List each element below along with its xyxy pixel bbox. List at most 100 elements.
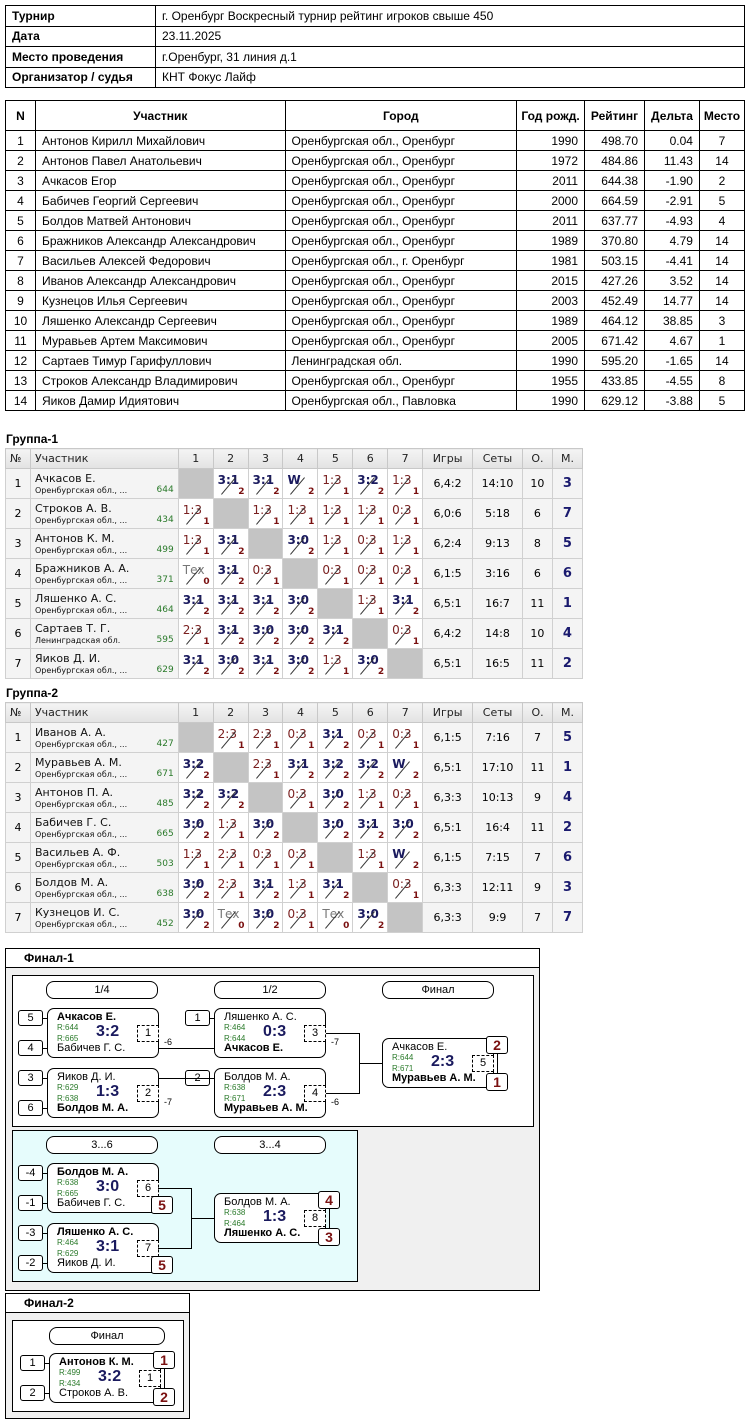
- table-cell: Антонов Павел Анатольевич: [34, 150, 286, 171]
- place-badge: 1: [486, 1073, 508, 1091]
- result-score: 1:3: [322, 533, 342, 547]
- result-cell: 3:0 2: [317, 812, 354, 843]
- result-score: 3:1: [322, 877, 344, 891]
- result-cell: 1:3 1: [317, 498, 354, 529]
- result-points: 1: [308, 861, 315, 871]
- result-points: 1: [343, 667, 350, 677]
- column-header: 7: [387, 448, 424, 469]
- match-top-player: Болдов М. А.: [224, 1071, 291, 1083]
- result-score: 1:3: [392, 473, 412, 487]
- result-points: 1: [238, 831, 245, 841]
- result-points: 1: [203, 861, 210, 871]
- match-top-player: Болдов М. А.: [57, 1166, 129, 1178]
- result-cell: 3:2 2: [352, 752, 389, 783]
- result-cell: 2:3 1: [212, 842, 249, 873]
- player-region: Оренбургская обл., ...: [34, 576, 128, 585]
- player-rating: 638: [156, 889, 174, 899]
- match-top-player: Яиков Д. И.: [57, 1071, 116, 1083]
- match-top-player: Ляшенко А. С.: [224, 1011, 297, 1023]
- table-cell: 452.49: [584, 290, 645, 311]
- bottom-rating: R:671: [224, 1094, 246, 1103]
- table-cell: 427.26: [584, 270, 645, 291]
- games: 6,5:1: [422, 588, 474, 619]
- group-row: 3 Антонов К. М. Оренбургская обл., ... 499 1…: [5, 528, 584, 559]
- result-score: 3:0: [252, 907, 275, 921]
- loser-label: -7: [164, 1097, 173, 1107]
- sets: 9:13: [472, 528, 523, 559]
- result-points: 1: [308, 741, 315, 751]
- table-row: 2 Антонов Павел Анатольевич Оренбургская о…: [5, 150, 746, 171]
- points: 10: [521, 468, 553, 499]
- column-header: 6: [352, 448, 389, 469]
- result-points: 0: [238, 921, 245, 931]
- result-score: Тех: [182, 563, 205, 577]
- result-points: 1: [273, 577, 280, 587]
- result-cell: Тех 0: [317, 902, 354, 933]
- table-cell: 3: [5, 170, 36, 191]
- match-score: 2:3: [431, 1053, 455, 1070]
- result-score: 3:1: [322, 623, 344, 637]
- table-cell: 14.77: [644, 290, 700, 311]
- result-points: 2: [343, 891, 350, 901]
- group-row: 7 Кузнецов И. С. Оренбургская обл., ... 452…: [5, 902, 583, 933]
- connector-line: [191, 1218, 214, 1219]
- self-cell: [247, 782, 284, 813]
- result-points: 1: [308, 801, 315, 811]
- result-points: 1: [273, 771, 280, 781]
- table-cell: 2011: [516, 210, 586, 231]
- table-cell: 8: [5, 270, 36, 291]
- info-row: Дата 23.11.2025: [5, 25, 745, 47]
- group-header-row: № Участник 1 2 3 4 5 6 7 Игры Сеты О. М.: [5, 702, 583, 723]
- table-cell: 2003: [516, 290, 586, 311]
- bottom-rating: R:629: [57, 1249, 79, 1258]
- result-cell: 3:1 2: [212, 618, 249, 649]
- result-score: 0:3: [287, 787, 307, 801]
- self-cell: [352, 618, 389, 649]
- table-cell: 1989: [516, 230, 586, 251]
- result-points: 2: [343, 831, 350, 841]
- column-header: М.: [551, 448, 584, 469]
- place-badge: 2: [153, 1388, 175, 1406]
- row-number: 4: [5, 812, 31, 843]
- result-score: Тех: [217, 907, 240, 921]
- group-row: 3 Антонов П. А. Оренбургская обл., ... 485 3…: [5, 782, 583, 813]
- result-points: 2: [238, 607, 245, 617]
- player-cell: Сартаев Т. Г. Ленинградская обл. 595: [29, 618, 179, 649]
- result-score: 3:1: [217, 563, 240, 577]
- result-cell: 3:1 2: [247, 648, 284, 679]
- result-points: 2: [273, 607, 280, 617]
- result-score: 3:0: [287, 533, 309, 547]
- points: 7: [522, 902, 553, 933]
- result-cell: 1:3 1: [317, 528, 354, 559]
- connector-line: [158, 1248, 191, 1249]
- table-cell: Оренбургская обл., г. Оренбург: [284, 250, 518, 271]
- result-score: 3:0: [252, 817, 275, 831]
- result-score: 3:1: [287, 757, 309, 771]
- player-cell: Васильев А. Ф. Оренбургская обл., ... 503: [29, 842, 179, 873]
- round-label: 1/4: [46, 981, 158, 999]
- place-badge: 5: [151, 1256, 173, 1274]
- result-points: 1: [203, 547, 210, 557]
- games: 6,5:1: [422, 752, 474, 783]
- group-row: 2 Строков А. В. Оренбургская обл., ... 434 1…: [5, 498, 584, 529]
- match-box: Болдов М. А. R:638 R:671 2:3 4 Муравьев А. М.: [214, 1068, 326, 1118]
- match-score: 1:3: [263, 1208, 287, 1225]
- column-header: 3: [247, 448, 284, 469]
- result-cell: 1:3 1: [317, 648, 354, 679]
- result-score: 3:1: [252, 593, 275, 607]
- column-header: 5: [317, 448, 354, 469]
- table-cell: 2005: [516, 330, 586, 351]
- sets: 3:16: [472, 558, 523, 589]
- games: 6,1:5: [422, 558, 474, 589]
- table-cell: Кузнецов Илья Сергеевич: [34, 290, 286, 311]
- result-cell: 3:1 2: [317, 618, 354, 649]
- player-rating: 499: [156, 545, 174, 555]
- player-region: Оренбургская обл., ...: [34, 770, 128, 779]
- result-score: 3:0: [357, 653, 379, 667]
- table-cell: 1: [698, 330, 746, 351]
- result-cell: 3:0 2: [247, 902, 284, 933]
- sets: 14:10: [472, 468, 523, 499]
- result-score: 3:0: [182, 817, 205, 831]
- bottom-rating: R:638: [57, 1094, 79, 1103]
- table-cell: 3: [698, 310, 746, 331]
